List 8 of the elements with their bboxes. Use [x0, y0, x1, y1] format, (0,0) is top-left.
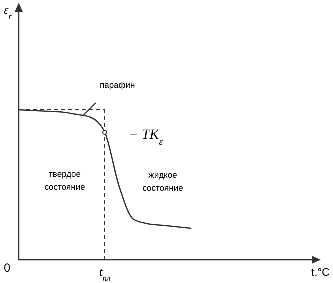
text: ε$_{r}$: [4, 3, 13, 20]
text: t$_{пл}$: [99, 265, 111, 282]
annotation: жидкое состояние: [142, 170, 184, 193]
text: 0: [4, 261, 11, 275]
annotation: − TK$_{ε}$: [129, 128, 164, 148]
annotation: твердое состояние: [44, 169, 86, 192]
text: парафин: [100, 80, 136, 90]
text: t,°C: [312, 267, 330, 279]
